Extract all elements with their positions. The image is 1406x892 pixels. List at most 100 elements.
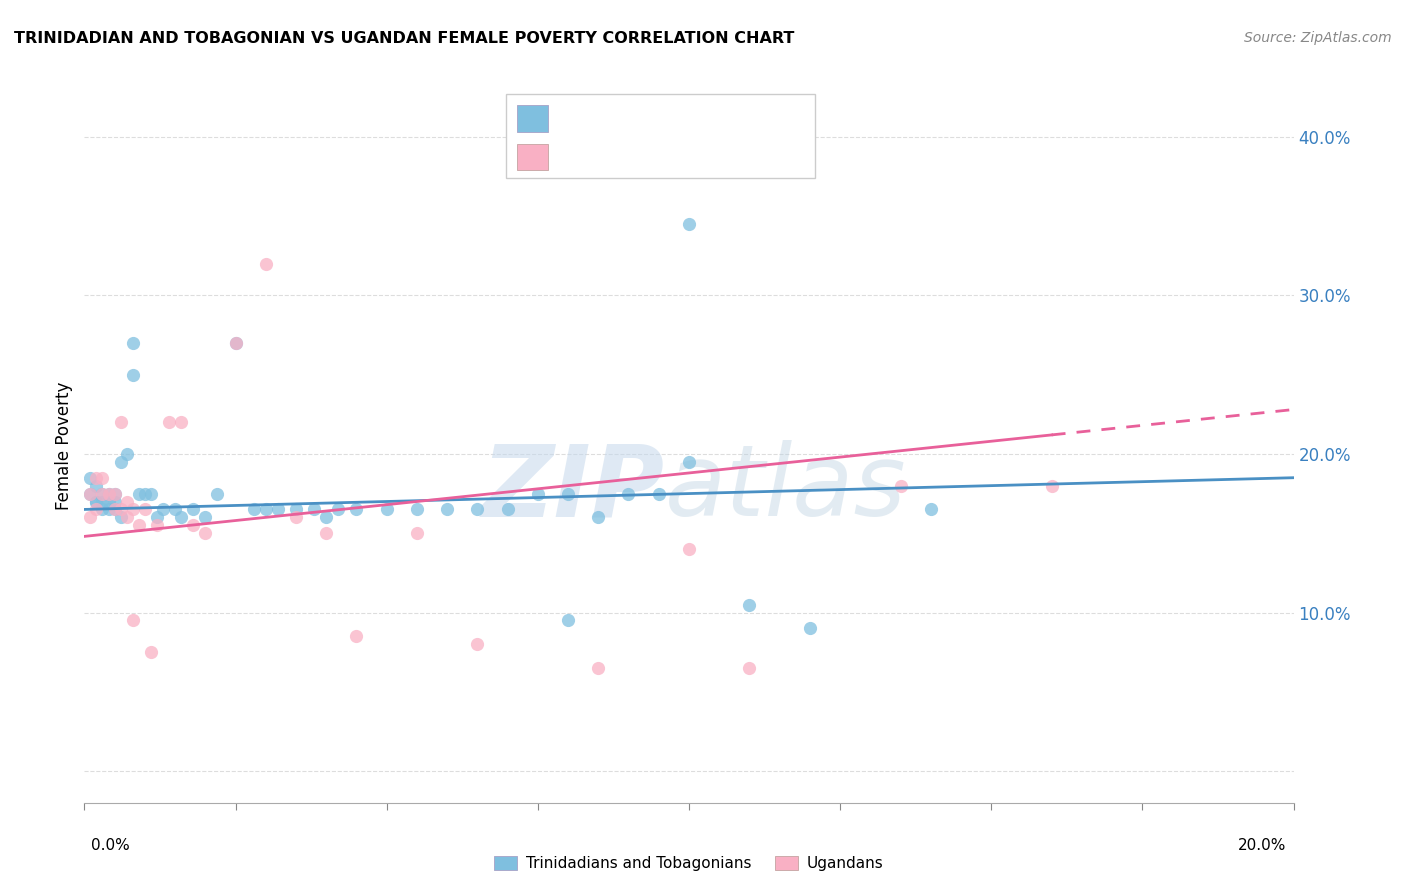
Point	[104, 502, 127, 516]
Point	[110, 510, 132, 524]
Point	[375, 502, 398, 516]
Point	[170, 510, 193, 524]
Point	[97, 502, 120, 516]
Text: atlas: atlas	[665, 441, 907, 537]
Text: TRINIDADIAN AND TOBAGONIAN VS UGANDAN FEMALE POVERTY CORRELATION CHART: TRINIDADIAN AND TOBAGONIAN VS UGANDAN FE…	[14, 31, 794, 46]
Point	[146, 510, 169, 524]
Text: R =: R =	[560, 116, 593, 131]
Point	[91, 494, 114, 508]
Point	[121, 335, 143, 350]
Text: 35: 35	[693, 154, 716, 172]
Point	[557, 614, 579, 628]
Point	[115, 510, 138, 524]
Point	[79, 486, 101, 500]
Text: 0.0%: 0.0%	[91, 838, 131, 854]
Point	[121, 502, 143, 516]
Point	[648, 486, 671, 500]
Point	[86, 471, 108, 485]
Text: 0.133: 0.133	[605, 154, 657, 172]
Point	[139, 645, 162, 659]
Point	[302, 502, 325, 516]
Point	[920, 502, 942, 516]
Point	[328, 502, 350, 516]
Point	[588, 510, 610, 524]
Point	[242, 502, 264, 516]
Point	[97, 494, 120, 508]
Point	[194, 526, 217, 541]
Point	[104, 494, 127, 508]
Point	[134, 486, 156, 500]
Legend: Trinidadians and Tobagonians, Ugandans: Trinidadians and Tobagonians, Ugandans	[488, 850, 890, 877]
Point	[346, 502, 368, 516]
Point	[207, 486, 229, 500]
Point	[496, 502, 519, 516]
Point	[128, 518, 150, 533]
Point	[97, 486, 120, 500]
Point	[86, 478, 108, 492]
Point	[134, 502, 156, 516]
Point	[617, 486, 640, 500]
Point	[115, 494, 138, 508]
Point	[79, 471, 101, 485]
Point	[225, 335, 247, 350]
Point	[194, 510, 217, 524]
Point	[115, 447, 138, 461]
Point	[557, 486, 579, 500]
Point	[346, 629, 368, 643]
Point	[267, 502, 290, 516]
Point	[128, 486, 150, 500]
Text: 20.0%: 20.0%	[1239, 838, 1286, 854]
Point	[738, 661, 761, 675]
Point	[738, 598, 761, 612]
Text: R =: R =	[560, 154, 598, 169]
Point	[104, 486, 127, 500]
Point	[110, 455, 132, 469]
Point	[678, 217, 700, 231]
Point	[170, 415, 193, 429]
Point	[121, 368, 143, 382]
Point	[1040, 478, 1063, 492]
Point	[86, 494, 108, 508]
Point	[110, 502, 132, 516]
Text: ZIP: ZIP	[482, 441, 665, 537]
Point	[406, 502, 429, 516]
Point	[91, 471, 114, 485]
Point	[254, 502, 277, 516]
Point	[678, 542, 700, 557]
Point	[588, 661, 610, 675]
Point	[91, 486, 114, 500]
Point	[285, 510, 308, 524]
Point	[467, 637, 489, 651]
Text: Source: ZipAtlas.com: Source: ZipAtlas.com	[1244, 31, 1392, 45]
Point	[152, 502, 174, 516]
Point	[225, 335, 247, 350]
Point	[79, 510, 101, 524]
Point	[121, 614, 143, 628]
Text: 0.067: 0.067	[605, 116, 657, 134]
Point	[86, 502, 108, 516]
Point	[181, 502, 204, 516]
Point	[91, 502, 114, 516]
Point	[406, 526, 429, 541]
Point	[157, 415, 180, 429]
Point	[97, 486, 120, 500]
Point	[104, 486, 127, 500]
Point	[181, 518, 204, 533]
Text: 54: 54	[693, 116, 716, 134]
Point	[79, 486, 101, 500]
Point	[165, 502, 187, 516]
Point	[110, 415, 132, 429]
Point	[467, 502, 489, 516]
Point	[146, 518, 169, 533]
Point	[139, 486, 162, 500]
Y-axis label: Female Poverty: Female Poverty	[55, 382, 73, 510]
Point	[104, 502, 127, 516]
Point	[799, 621, 821, 635]
Point	[315, 526, 337, 541]
Point	[91, 486, 114, 500]
Text: N =: N =	[651, 116, 695, 131]
Point	[254, 257, 277, 271]
Point	[315, 510, 337, 524]
Point	[436, 502, 458, 516]
Point	[285, 502, 308, 516]
